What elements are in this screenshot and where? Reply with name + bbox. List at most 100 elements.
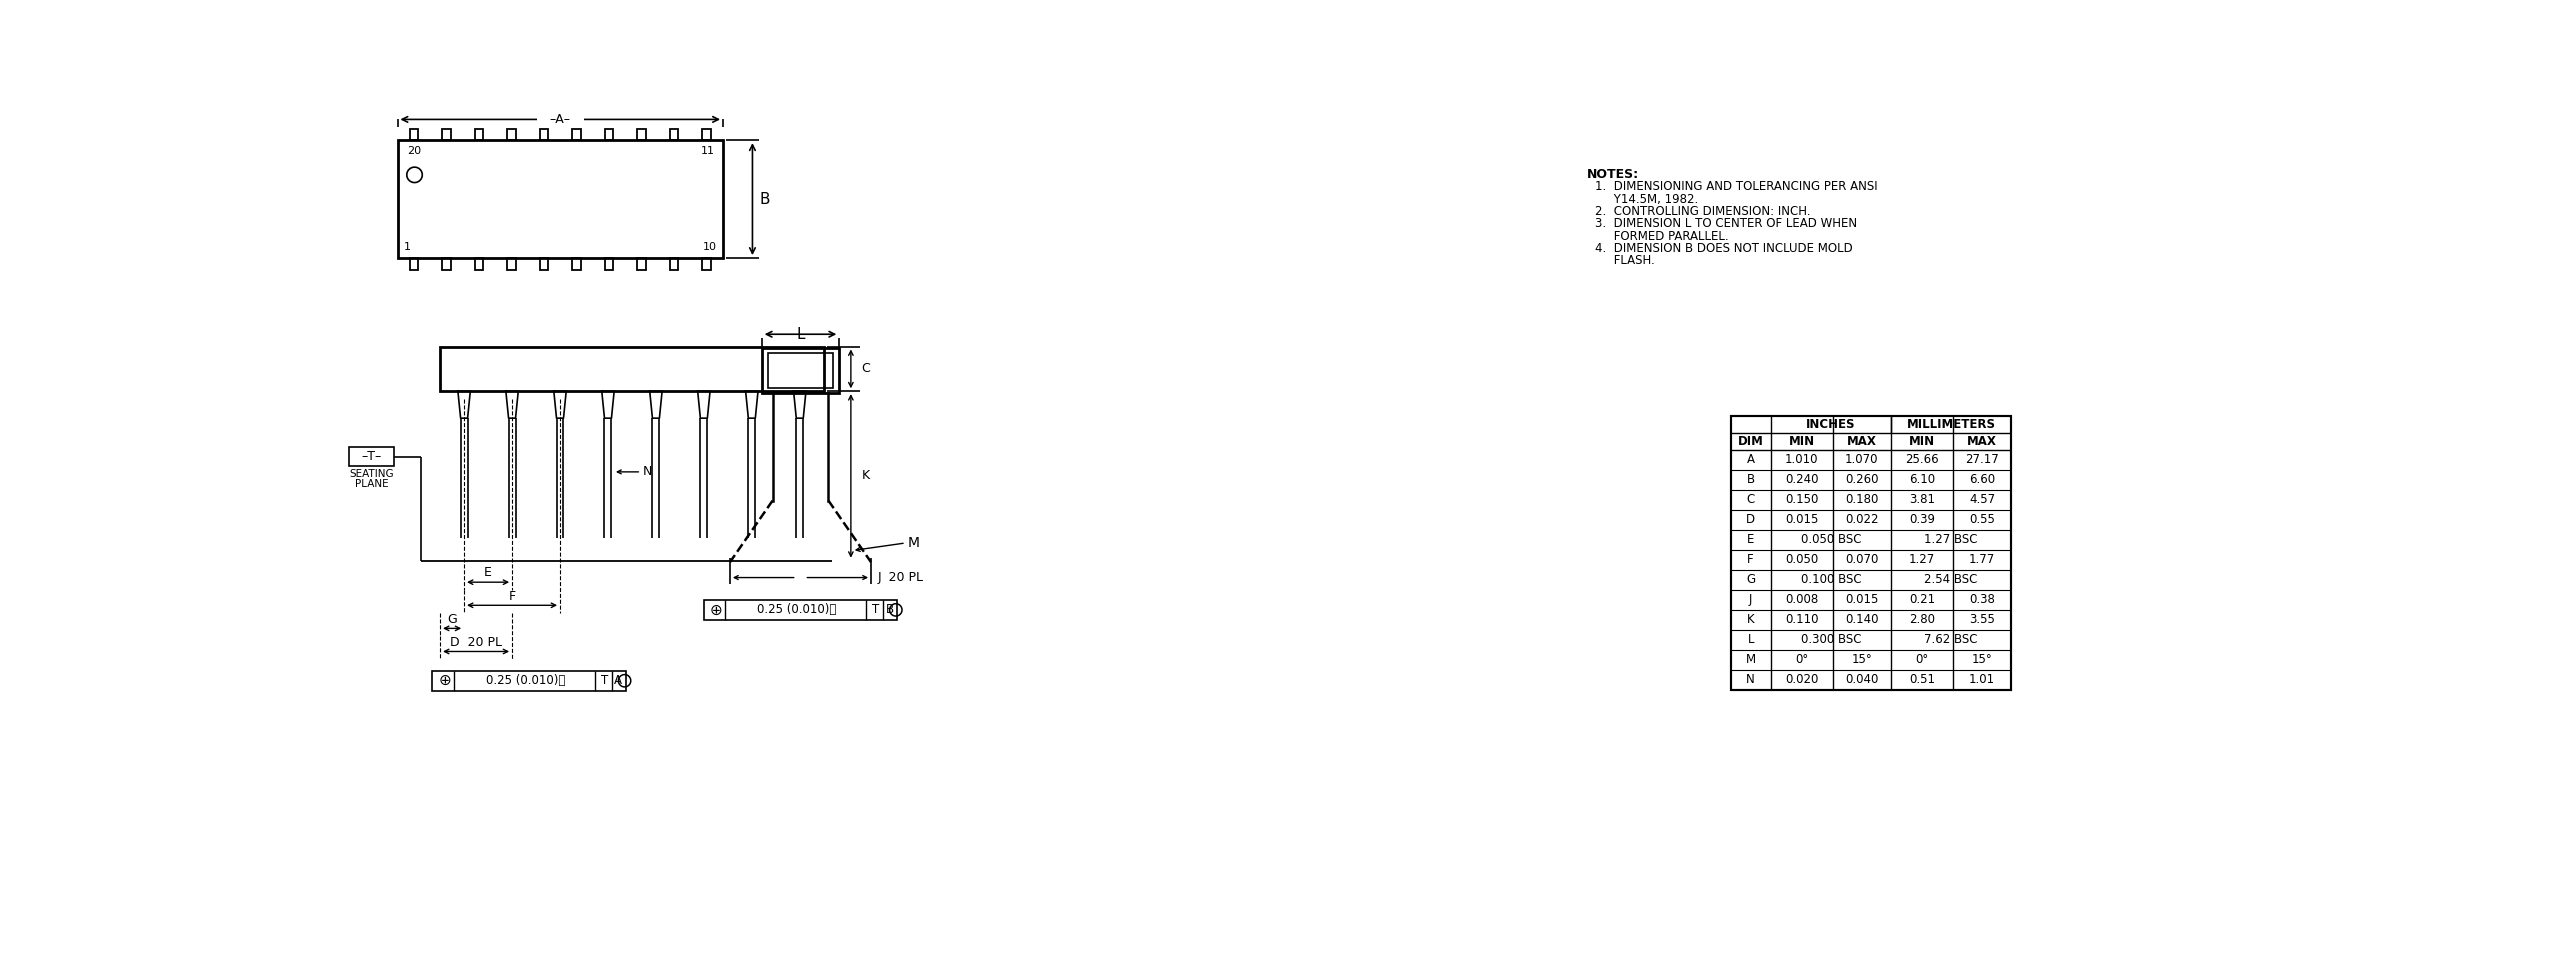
Text: 0.022: 0.022 — [1846, 513, 1879, 527]
Bar — [671, 258, 678, 270]
Text: 3.81: 3.81 — [1910, 493, 1935, 507]
Text: 3.  DIMENSION L TO CENTER OF LEAD WHEN: 3. DIMENSION L TO CENTER OF LEAD WHEN — [1595, 218, 1856, 230]
Text: 0.51: 0.51 — [1910, 673, 1935, 687]
Bar — [604, 258, 614, 270]
Text: J: J — [1748, 593, 1754, 607]
Text: 0.020: 0.020 — [1784, 673, 1818, 687]
Text: 0.008: 0.008 — [1784, 593, 1818, 607]
Text: 0.150: 0.150 — [1784, 493, 1818, 507]
Text: DIM: DIM — [1738, 434, 1764, 448]
Text: 0.110: 0.110 — [1784, 613, 1818, 626]
Text: B: B — [1746, 473, 1754, 486]
Bar — [704, 600, 899, 620]
Text: E: E — [484, 566, 492, 580]
Bar — [507, 258, 515, 270]
Text: G: G — [448, 612, 458, 626]
Bar — [351, 448, 394, 466]
Text: 4.57: 4.57 — [1969, 493, 1994, 507]
Bar — [538, 113, 584, 126]
Text: NOTES:: NOTES: — [1587, 168, 1638, 181]
Text: 0°: 0° — [1795, 654, 1807, 666]
Text: N: N — [1746, 673, 1756, 687]
Text: 0.015: 0.015 — [1846, 593, 1879, 607]
Text: C: C — [1746, 493, 1754, 507]
Bar — [637, 129, 645, 141]
Text: N: N — [643, 465, 653, 479]
Bar — [1731, 416, 2012, 690]
Bar — [671, 129, 678, 141]
Text: FORMED PARALLEL.: FORMED PARALLEL. — [1595, 229, 1728, 243]
Text: –T–: –T– — [361, 450, 381, 463]
Text: 15°: 15° — [1851, 654, 1871, 666]
Text: 6.10: 6.10 — [1910, 473, 1935, 486]
Bar — [540, 129, 548, 141]
Text: M: M — [1746, 654, 1756, 666]
Bar — [763, 348, 840, 393]
Text: 11: 11 — [701, 146, 714, 156]
Text: 0.55: 0.55 — [1969, 513, 1994, 527]
Bar — [507, 129, 515, 141]
Text: J  20 PL: J 20 PL — [878, 571, 924, 585]
Text: 0.015: 0.015 — [1784, 513, 1818, 527]
Text: F: F — [1748, 554, 1754, 566]
Text: 0.39: 0.39 — [1910, 513, 1935, 527]
Text: –A–: –A– — [550, 113, 571, 126]
Text: 1.77: 1.77 — [1969, 554, 1994, 566]
Text: ⊕: ⊕ — [438, 673, 451, 689]
Bar — [433, 671, 627, 690]
Text: 7.62 BSC: 7.62 BSC — [1925, 634, 1979, 646]
Text: C: C — [863, 362, 870, 376]
Text: 0.050: 0.050 — [1784, 554, 1818, 566]
Bar — [637, 258, 645, 270]
Text: 1.27: 1.27 — [1910, 554, 1935, 566]
Text: K: K — [1746, 613, 1754, 626]
Text: 0.300 BSC: 0.300 BSC — [1800, 634, 1861, 646]
Text: 1.070: 1.070 — [1846, 454, 1879, 466]
Text: Y14.5M, 1982.: Y14.5M, 1982. — [1595, 193, 1697, 205]
Text: INCHES: INCHES — [1807, 418, 1856, 430]
Bar — [440, 347, 824, 391]
Bar — [701, 258, 712, 270]
Text: G: G — [1746, 573, 1756, 586]
Text: 0.25 (0.010)Ⓜ: 0.25 (0.010)Ⓜ — [486, 674, 566, 688]
Bar — [768, 352, 832, 388]
Bar — [474, 129, 484, 141]
Text: 1.27 BSC: 1.27 BSC — [1925, 534, 1979, 546]
Text: SEATING: SEATING — [351, 469, 394, 479]
Text: 2.80: 2.80 — [1910, 613, 1935, 626]
Text: L: L — [796, 326, 804, 342]
Text: 15°: 15° — [1971, 654, 1992, 666]
Text: 1: 1 — [404, 243, 410, 252]
Text: 0°: 0° — [1915, 654, 1928, 666]
Text: D: D — [1746, 513, 1756, 527]
Text: 6.60: 6.60 — [1969, 473, 1994, 486]
Text: K: K — [863, 469, 870, 482]
Text: 0.050 BSC: 0.050 BSC — [1800, 534, 1861, 546]
Text: ⊕: ⊕ — [709, 603, 722, 617]
Text: 0.38: 0.38 — [1969, 593, 1994, 607]
Text: FLASH.: FLASH. — [1595, 254, 1654, 267]
Text: 1.010: 1.010 — [1784, 454, 1818, 466]
Text: 0.140: 0.140 — [1846, 613, 1879, 626]
Text: 27.17: 27.17 — [1966, 454, 1999, 466]
Text: 25.66: 25.66 — [1905, 454, 1938, 466]
Text: E: E — [1746, 534, 1754, 546]
Text: 1.  DIMENSIONING AND TOLERANCING PER ANSI: 1. DIMENSIONING AND TOLERANCING PER ANSI — [1595, 180, 1876, 194]
Bar — [397, 141, 722, 258]
Text: 4.  DIMENSION B DOES NOT INCLUDE MOLD: 4. DIMENSION B DOES NOT INCLUDE MOLD — [1595, 242, 1853, 255]
Text: A: A — [614, 674, 622, 688]
Text: M: M — [909, 536, 919, 550]
Text: 2.  CONTROLLING DIMENSION: INCH.: 2. CONTROLLING DIMENSION: INCH. — [1595, 205, 1810, 218]
Text: 10: 10 — [704, 243, 717, 252]
Text: 0.070: 0.070 — [1846, 554, 1879, 566]
Text: 1.01: 1.01 — [1969, 673, 1994, 687]
Text: 0.25 (0.010)Ⓜ: 0.25 (0.010)Ⓜ — [758, 604, 837, 616]
Bar — [604, 129, 614, 141]
Bar — [474, 258, 484, 270]
Bar — [573, 129, 581, 141]
Text: 0.240: 0.240 — [1784, 473, 1818, 486]
Text: L: L — [1748, 634, 1754, 646]
Text: F: F — [509, 589, 515, 603]
Bar — [573, 258, 581, 270]
Bar — [410, 258, 417, 270]
